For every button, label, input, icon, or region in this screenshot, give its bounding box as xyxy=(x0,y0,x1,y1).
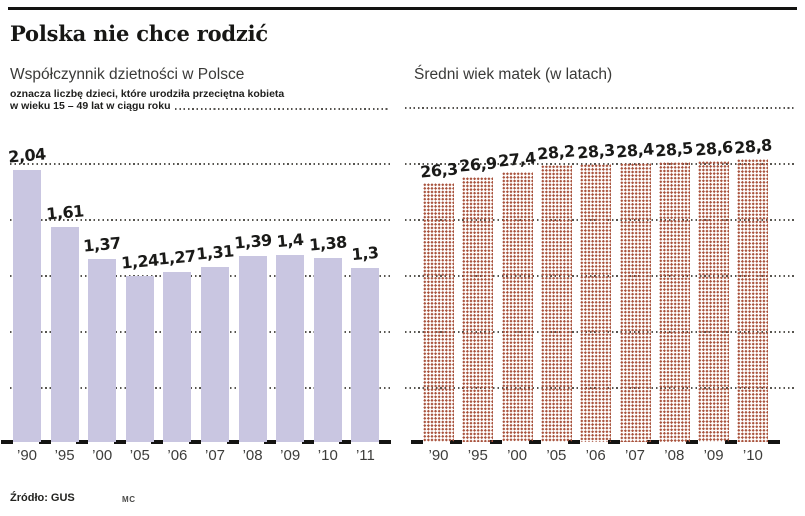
bar xyxy=(501,172,533,442)
fertility-chart-note: oznacza liczbę dzieci, które urodziła pr… xyxy=(10,88,390,112)
note-line-1: oznacza liczbę dzieci, które urodziła pr… xyxy=(10,88,285,100)
gridline xyxy=(10,275,390,277)
baseline-dash xyxy=(379,440,392,444)
dotted-rule xyxy=(405,107,795,109)
note-line-2: w wieku 15 – 49 lat w ciągu roku xyxy=(10,100,171,112)
bar xyxy=(540,164,572,442)
bar xyxy=(276,255,305,442)
gridline xyxy=(10,331,390,333)
baseline-dash xyxy=(226,440,239,444)
year-label: ’09 xyxy=(280,447,301,464)
baseline-dash xyxy=(528,440,541,444)
baseline-dash xyxy=(113,440,126,444)
year-label: ’00 xyxy=(507,447,528,464)
dotted-leader xyxy=(175,108,390,110)
baseline-dash xyxy=(339,440,352,444)
mothers-age-chart-title: Średni wiek matek (w latach) xyxy=(414,66,613,83)
bar xyxy=(13,169,41,442)
credit-label: MC xyxy=(122,495,136,504)
year-label: ’95 xyxy=(467,447,488,464)
baseline-dash xyxy=(768,440,781,444)
baseline-dash xyxy=(686,440,699,444)
bar xyxy=(698,160,730,442)
baseline-dash xyxy=(76,440,89,444)
bar xyxy=(351,268,380,442)
bar xyxy=(201,267,229,442)
year-label: ’08 xyxy=(664,447,685,464)
baseline-dash xyxy=(450,440,463,444)
bar xyxy=(88,259,117,442)
baseline-dash xyxy=(301,440,314,444)
baseline-dash xyxy=(568,440,581,444)
value-label: 28,8 xyxy=(733,135,773,158)
baseline-dash xyxy=(411,440,423,444)
year-label: ’90 xyxy=(428,447,449,464)
baseline-dash xyxy=(151,440,164,444)
bar xyxy=(238,256,267,442)
year-label: ’08 xyxy=(242,447,263,464)
baseline-dash xyxy=(646,440,659,444)
value-label: 1,61 xyxy=(45,201,85,224)
year-label: ’11 xyxy=(355,447,375,464)
baseline-dash xyxy=(264,440,277,444)
year-label: ’07 xyxy=(204,447,226,464)
baseline-dash xyxy=(38,440,51,444)
bar xyxy=(619,162,651,442)
year-label: ’90 xyxy=(16,447,38,464)
mothers-age-bar-chart: 26,3’90 26,9’95 27,4’00 28,2’05 28,3’06 28,4’… xyxy=(405,120,795,464)
bar xyxy=(163,272,192,442)
year-label: ’06 xyxy=(167,447,188,464)
fertility-bar-chart: 2,04’90 1,61’95 1,37’00 1,24’05 1,27’06 1,31’… xyxy=(1,120,392,464)
year-label: ’07 xyxy=(624,447,646,464)
baseline-dash xyxy=(607,440,620,444)
top-divider xyxy=(8,7,797,10)
year-label: ’05 xyxy=(129,447,150,464)
bar xyxy=(50,227,79,442)
year-label: ’95 xyxy=(54,447,75,464)
bar xyxy=(580,163,612,442)
year-label: ’06 xyxy=(585,447,606,464)
bar xyxy=(313,257,342,442)
baseline-dash xyxy=(489,440,502,444)
year-label: ’05 xyxy=(546,447,567,464)
gridline xyxy=(10,219,390,221)
year-label: ’10 xyxy=(317,447,338,464)
bar xyxy=(423,183,454,442)
gridline xyxy=(10,163,390,165)
year-label: ’09 xyxy=(703,447,724,464)
bar xyxy=(737,159,769,442)
bar xyxy=(125,276,154,442)
baseline-dash xyxy=(1,440,13,444)
value-label: 1,3 xyxy=(351,243,380,265)
gridline xyxy=(10,387,390,389)
baseline-dash xyxy=(189,440,201,444)
year-label: ’00 xyxy=(92,447,113,464)
value-label: 1,37 xyxy=(82,233,122,256)
year-label: ’10 xyxy=(742,447,763,464)
page-title: Polska nie chce rodzić xyxy=(10,21,268,46)
source-label: Źródło: GUS xyxy=(10,492,75,504)
bar xyxy=(658,161,690,442)
value-label: 2,04 xyxy=(7,144,47,167)
fertility-chart-title: Współczynnik dzietności w Polsce xyxy=(10,66,245,83)
bar xyxy=(462,177,494,442)
baseline-dash xyxy=(725,440,738,444)
